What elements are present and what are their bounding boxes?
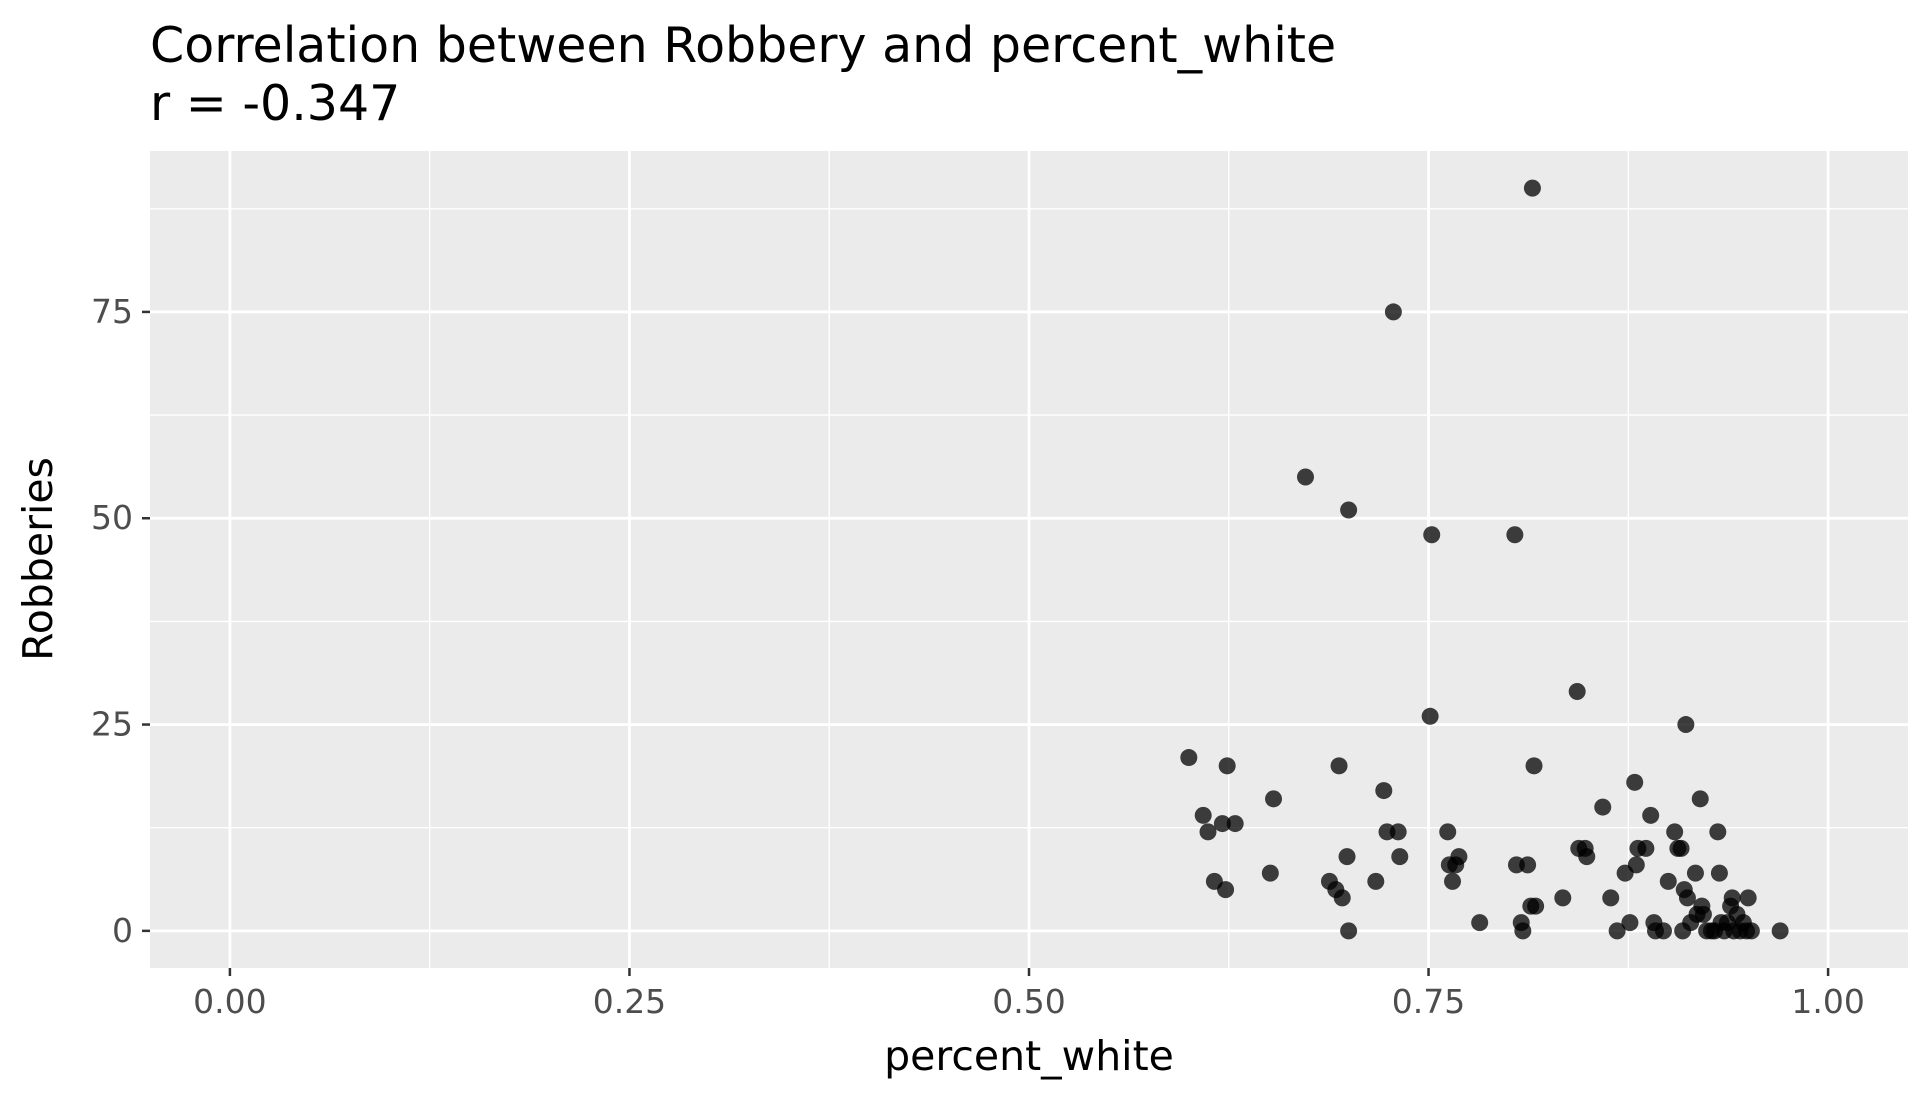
data-point (1642, 806, 1660, 824)
data-point (1506, 526, 1524, 544)
axis-ticks (142, 310, 1830, 976)
data-point (1338, 848, 1356, 866)
data-point (1439, 823, 1457, 841)
data-point (1709, 823, 1727, 841)
data-point (1367, 872, 1385, 890)
data-point (1180, 749, 1198, 767)
data-point (1296, 468, 1314, 486)
data-point (1602, 889, 1620, 907)
data-point (1637, 839, 1655, 857)
data-point (1389, 823, 1407, 841)
y-tick-label: 0 (112, 911, 133, 950)
data-point (1742, 922, 1760, 940)
x-tick-label: 1.00 (1791, 982, 1864, 1021)
data-point (1666, 823, 1684, 841)
data-point (1608, 922, 1626, 940)
data-point (1375, 782, 1393, 800)
data-point (1626, 773, 1644, 791)
data-point (1527, 897, 1545, 915)
x-tick-label: 0.75 (1392, 982, 1465, 1021)
x-axis-title: percent_white (884, 1032, 1174, 1080)
data-point (1265, 790, 1283, 808)
data-point (1217, 881, 1235, 899)
data-point (1621, 914, 1639, 932)
data-point (1691, 790, 1709, 808)
data-point (1333, 889, 1351, 907)
data-point (1450, 848, 1468, 866)
data-point (1710, 864, 1728, 882)
y-tick-label: 75 (91, 292, 133, 331)
y-axis-title: Robberies (14, 457, 62, 661)
data-point (1677, 716, 1695, 734)
data-point (1686, 864, 1704, 882)
data-point (1694, 905, 1712, 923)
data-point (1578, 848, 1596, 866)
data-point (1723, 889, 1741, 907)
major-gridlines (150, 151, 1908, 968)
x-tick-label: 0.50 (992, 982, 1065, 1021)
data-point (1627, 856, 1645, 874)
data-point (1523, 179, 1541, 197)
data-point (1261, 864, 1279, 882)
data-point (1340, 922, 1358, 940)
data-point (1199, 823, 1217, 841)
y-tick-label: 25 (91, 705, 133, 744)
x-axis-tick-labels: 0.00 0.25 0.50 0.75 1.00 (193, 982, 1865, 1021)
data-point (1194, 806, 1212, 824)
chart-subtitle: r = -0.347 (150, 75, 400, 132)
data-point (1330, 757, 1348, 775)
data-point (1594, 798, 1612, 816)
data-point (1739, 889, 1757, 907)
chart-title: Correlation between Robbery and percent_… (150, 17, 1336, 74)
y-axis-tick-labels: 0 25 50 75 (91, 292, 133, 950)
data-point (1340, 501, 1358, 519)
data-point (1421, 707, 1439, 725)
data-point (1514, 922, 1532, 940)
data-point (1554, 889, 1572, 907)
data-point (1525, 757, 1543, 775)
x-tick-label: 0.25 (593, 982, 666, 1021)
data-point (1391, 848, 1409, 866)
data-point (1771, 922, 1789, 940)
data-point (1384, 303, 1402, 321)
data-point (1678, 889, 1696, 907)
data-point (1444, 872, 1462, 890)
data-point (1672, 839, 1690, 857)
data-point (1218, 757, 1236, 775)
x-tick-label: 0.00 (193, 982, 266, 1021)
data-point (1654, 922, 1672, 940)
data-point (1519, 856, 1537, 874)
data-point (1213, 815, 1231, 833)
data-point (1471, 914, 1489, 932)
data-point (1659, 872, 1677, 890)
y-tick-label: 50 (91, 498, 133, 537)
data-point (1423, 526, 1441, 544)
data-point (1226, 815, 1244, 833)
data-point (1568, 683, 1586, 701)
data-points (1180, 179, 1789, 940)
